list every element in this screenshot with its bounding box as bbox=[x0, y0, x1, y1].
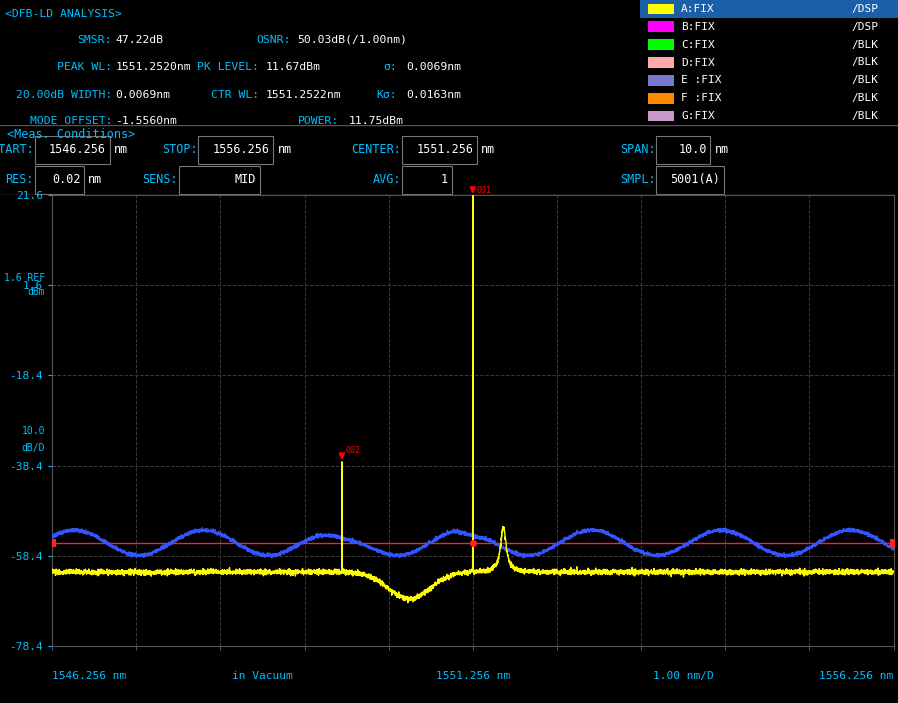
Bar bbox=[402, 166, 452, 193]
Bar bbox=[198, 136, 273, 164]
Text: 1546.256: 1546.256 bbox=[49, 143, 106, 156]
Text: 0.0069nm: 0.0069nm bbox=[115, 90, 171, 100]
Text: nm: nm bbox=[277, 143, 292, 156]
Text: RES:: RES: bbox=[5, 173, 34, 186]
Text: <DFB-LD ANALYSIS>: <DFB-LD ANALYSIS> bbox=[5, 8, 122, 19]
Text: PK LEVEL:: PK LEVEL: bbox=[198, 63, 260, 72]
Text: /BLK: /BLK bbox=[851, 39, 878, 50]
Text: 1546.256 nm: 1546.256 nm bbox=[52, 671, 127, 681]
Text: E :FIX: E :FIX bbox=[682, 75, 722, 85]
Bar bbox=[647, 110, 674, 122]
Text: dB/D: dB/D bbox=[22, 443, 46, 453]
Text: 1556.256 nm: 1556.256 nm bbox=[819, 671, 894, 681]
Bar bbox=[647, 21, 674, 32]
Text: 20.00dB WIDTH:: 20.00dB WIDTH: bbox=[16, 90, 112, 100]
Text: /DSP: /DSP bbox=[851, 22, 878, 32]
Text: nm: nm bbox=[715, 143, 729, 156]
Bar bbox=[35, 166, 84, 193]
Bar bbox=[647, 93, 674, 103]
Text: 1551.2520nm: 1551.2520nm bbox=[115, 63, 190, 72]
Text: Kσ:: Kσ: bbox=[376, 90, 397, 100]
Text: /BLK: /BLK bbox=[851, 58, 878, 67]
Text: 50.03dB(/1.00nm): 50.03dB(/1.00nm) bbox=[297, 35, 408, 45]
Text: 11.75dBm: 11.75dBm bbox=[348, 116, 404, 127]
Bar bbox=[35, 136, 110, 164]
Text: D:FIX: D:FIX bbox=[682, 58, 715, 67]
Text: nm: nm bbox=[88, 173, 102, 186]
Bar bbox=[656, 166, 724, 193]
Text: C:FIX: C:FIX bbox=[682, 39, 715, 50]
Text: 1556.256: 1556.256 bbox=[213, 143, 269, 156]
Text: σ:: σ: bbox=[383, 63, 397, 72]
Text: STOP:: STOP: bbox=[162, 143, 198, 156]
Text: dBm: dBm bbox=[28, 288, 46, 297]
Bar bbox=[656, 136, 710, 164]
Text: /BLK: /BLK bbox=[851, 93, 878, 103]
Text: 0.0163nm: 0.0163nm bbox=[407, 90, 462, 100]
Text: 1: 1 bbox=[441, 173, 448, 186]
Text: 10.0: 10.0 bbox=[678, 143, 707, 156]
Text: MID: MID bbox=[234, 173, 256, 186]
Text: CTR WL:: CTR WL: bbox=[211, 90, 260, 100]
Text: <Meas. Conditions>: <Meas. Conditions> bbox=[7, 129, 136, 141]
Text: OSNR:: OSNR: bbox=[257, 35, 291, 45]
Text: nm: nm bbox=[114, 143, 128, 156]
Text: POWER:: POWER: bbox=[298, 116, 339, 127]
Bar bbox=[179, 166, 260, 193]
Text: SENS:: SENS: bbox=[142, 173, 178, 186]
Text: 002: 002 bbox=[345, 446, 360, 455]
Text: in Vacuum: in Vacuum bbox=[232, 671, 293, 681]
Text: 1551.256: 1551.256 bbox=[417, 143, 473, 156]
Text: SMSR:: SMSR: bbox=[77, 35, 112, 45]
Text: MODE OFFSET:: MODE OFFSET: bbox=[30, 116, 112, 127]
Text: 5001(A): 5001(A) bbox=[670, 173, 720, 186]
Text: F :FIX: F :FIX bbox=[682, 93, 722, 103]
Text: /BLK: /BLK bbox=[851, 75, 878, 85]
Text: 0.02: 0.02 bbox=[52, 173, 81, 186]
Text: -1.5560nm: -1.5560nm bbox=[115, 116, 177, 127]
Text: /BLK: /BLK bbox=[851, 111, 878, 121]
Text: 47.22dB: 47.22dB bbox=[115, 35, 163, 45]
Text: 1.00 nm/D: 1.00 nm/D bbox=[653, 671, 714, 681]
Bar bbox=[647, 57, 674, 68]
Text: PEAK WL:: PEAK WL: bbox=[57, 63, 112, 72]
Text: /DSP: /DSP bbox=[851, 4, 878, 14]
Bar bbox=[402, 136, 477, 164]
Text: 1551.2522nm: 1551.2522nm bbox=[266, 90, 341, 100]
Text: 1551.256 nm: 1551.256 nm bbox=[436, 671, 510, 681]
Text: 001: 001 bbox=[476, 186, 491, 195]
Bar bbox=[647, 39, 674, 50]
Text: 1.6 REF: 1.6 REF bbox=[4, 273, 46, 283]
Text: SMPL:: SMPL: bbox=[620, 173, 656, 186]
Text: 11.67dBm: 11.67dBm bbox=[266, 63, 321, 72]
Text: START:: START: bbox=[0, 143, 34, 156]
Text: 10.0: 10.0 bbox=[22, 426, 46, 437]
Text: 0.0069nm: 0.0069nm bbox=[407, 63, 462, 72]
Bar bbox=[640, 0, 898, 18]
Text: A:FIX: A:FIX bbox=[682, 4, 715, 14]
Bar bbox=[647, 75, 674, 86]
Text: G:FIX: G:FIX bbox=[682, 111, 715, 121]
Text: CENTER:: CENTER: bbox=[351, 143, 401, 156]
Text: nm: nm bbox=[481, 143, 496, 156]
Text: AVG:: AVG: bbox=[373, 173, 401, 186]
Text: SPAN:: SPAN: bbox=[620, 143, 656, 156]
Text: B:FIX: B:FIX bbox=[682, 22, 715, 32]
Bar bbox=[647, 4, 674, 14]
